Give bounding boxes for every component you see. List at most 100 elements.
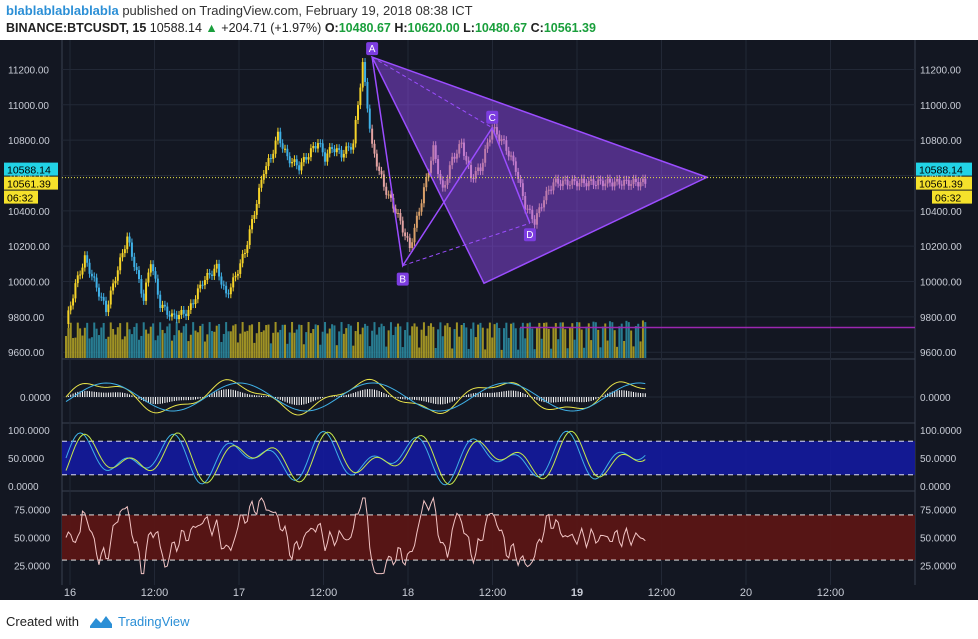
y-axis-label-left: 10000.00 — [8, 278, 50, 289]
candle-body — [194, 299, 197, 305]
volume-bar — [185, 323, 188, 358]
volume-bar — [587, 323, 590, 358]
candle-body — [328, 147, 331, 154]
volume-bar — [328, 328, 331, 358]
volume-bar — [121, 339, 124, 358]
up-arrow-icon: ▲ — [205, 21, 218, 35]
volume-bar — [404, 330, 407, 358]
volume-bar — [559, 322, 562, 358]
candle-body — [571, 179, 574, 185]
volume-bar — [305, 332, 308, 358]
volume-bar — [545, 322, 548, 358]
volume-bar — [211, 330, 213, 358]
volume-bar — [326, 333, 329, 358]
candle-body — [293, 159, 296, 162]
volume-bar — [340, 322, 343, 358]
y-axis-label-left: 9800.00 — [8, 313, 45, 324]
candle-body — [472, 178, 475, 180]
volume-bar — [236, 342, 239, 358]
volume-bar — [288, 332, 291, 358]
candle-body — [488, 139, 491, 143]
candle-body — [623, 179, 626, 186]
chart-canvas[interactable]: 16 12:00 17 12:00 18 12:00 19 12:00 20 12:00 11200… — [0, 40, 978, 600]
x-axis-label: 12:00 — [310, 587, 338, 599]
candle-body — [189, 303, 192, 310]
candle-body — [265, 166, 268, 175]
candle-body — [524, 195, 527, 210]
candle-body — [448, 165, 451, 179]
y-axis-label-right: 11000.00 — [920, 101, 961, 112]
candle-body — [182, 309, 185, 314]
candle-body — [114, 280, 117, 284]
stoch-y-label-right: 50.0000 — [920, 454, 957, 465]
volume-bar — [83, 327, 86, 358]
volume-bar — [547, 328, 550, 358]
candle-body — [446, 178, 449, 185]
candle-body — [229, 287, 232, 295]
candle-body — [616, 178, 619, 182]
volume-bar — [116, 327, 119, 358]
volume-bar — [623, 340, 626, 358]
volume-bar — [505, 322, 508, 358]
y-axis-label-left: 11200.00 — [8, 65, 49, 76]
candle-body — [455, 153, 458, 159]
candle-body — [404, 232, 407, 237]
tradingview-logo-icon — [90, 616, 112, 628]
candle-body — [267, 158, 270, 167]
volume-bar — [528, 322, 531, 358]
candle-body — [389, 194, 392, 198]
volume-bar — [524, 338, 527, 358]
volume-bar — [267, 324, 270, 358]
candle-body — [156, 278, 159, 295]
candle-body — [163, 304, 166, 307]
volume-bar — [199, 325, 202, 358]
volume-bar — [175, 322, 178, 358]
author-link[interactable]: blablablablablabla — [6, 3, 119, 18]
candle-body — [307, 157, 310, 160]
tradingview-brand[interactable]: TradingView — [118, 614, 190, 629]
volume-bar — [345, 328, 348, 358]
volume-bar — [286, 343, 289, 358]
volume-bar — [406, 322, 409, 358]
volume-bar — [93, 322, 96, 358]
volume-bar — [222, 333, 225, 358]
volume-bar — [72, 338, 75, 358]
volume-bar — [342, 333, 345, 358]
candle-body — [213, 268, 216, 276]
volume-bar — [279, 329, 282, 358]
volume-bar — [347, 324, 350, 358]
volume-bar — [298, 324, 301, 358]
volume-bar — [521, 322, 524, 358]
candle-body — [81, 267, 84, 275]
candle-body — [109, 290, 112, 305]
candle-body — [561, 180, 564, 187]
stoch-y-label-right: 100.0000 — [920, 426, 962, 437]
candle-body — [187, 309, 190, 317]
close-price-tag-right: 10561.39 — [919, 179, 963, 191]
volume-bar — [491, 337, 494, 358]
volume-bar — [128, 329, 131, 358]
volume-bar — [519, 327, 522, 358]
x-axis-label: 12:00 — [648, 587, 676, 599]
volume-bar — [159, 322, 162, 358]
volume-bar — [262, 330, 265, 358]
candle-body — [69, 305, 72, 311]
candle-body — [269, 158, 272, 160]
candle-body — [123, 249, 126, 254]
candle-body — [366, 81, 369, 109]
volume-bar — [178, 330, 181, 358]
symbol-line: BINANCE:BTCUSDT, 15 10588.14 ▲ +204.71 (… — [6, 21, 596, 35]
candle-body — [601, 180, 604, 187]
candle-body — [76, 275, 79, 284]
candle-body — [479, 167, 482, 172]
candle-body — [121, 253, 124, 258]
volume-bar — [109, 322, 112, 358]
candle-body — [305, 157, 308, 160]
pattern-point-marker — [396, 272, 409, 286]
rsi-y-label-left: 50.0000 — [14, 534, 51, 545]
volume-bar — [493, 324, 496, 358]
candle-body — [138, 270, 140, 280]
volume-bar — [187, 341, 190, 358]
close-value: 10561.39 — [543, 21, 596, 35]
volume-bar — [441, 336, 444, 358]
